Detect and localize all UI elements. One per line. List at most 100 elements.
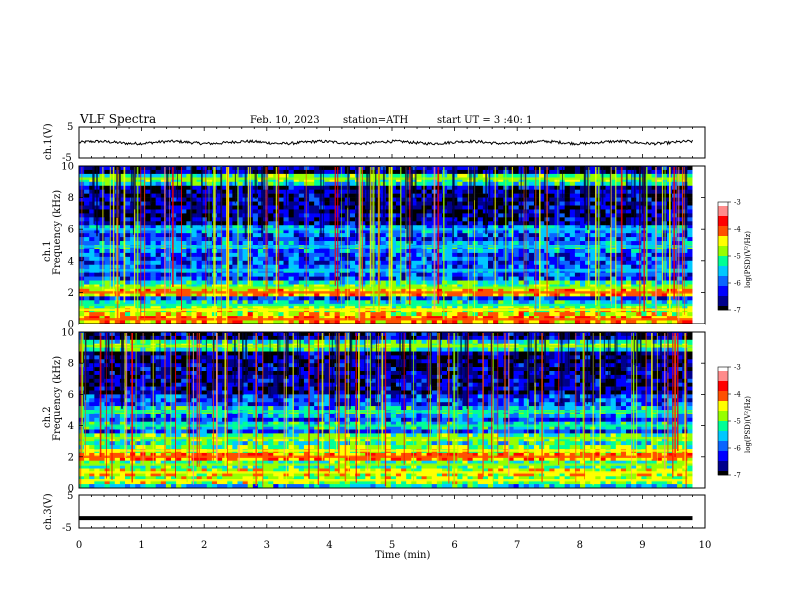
spectrogram-cell (411, 185, 417, 190)
spectrogram-cell (298, 217, 305, 222)
spectrogram-cell (436, 233, 443, 238)
spectrogram-cell (564, 264, 571, 269)
spectrogram-cell (467, 213, 473, 218)
spectrogram-cell (656, 213, 663, 218)
spectrogram-cell (385, 185, 392, 190)
spectrogram-cell (580, 201, 586, 206)
spectrogram-cell (385, 241, 392, 246)
spectrogram-cell (155, 173, 162, 179)
spectrogram-cell (477, 221, 484, 226)
spectrogram-cell (355, 304, 361, 309)
spectrogram-cell (580, 292, 586, 297)
spectrogram-cell (626, 280, 632, 285)
spectrogram-cell (508, 252, 514, 258)
spectrogram-cell (457, 177, 463, 183)
spectrogram-cell (457, 276, 463, 281)
spectrogram-cell (329, 248, 335, 254)
spectrogram-cell (150, 280, 156, 285)
spectrogram-cell (89, 173, 95, 179)
spectrogram-cell (145, 296, 151, 301)
spectrogram-cell (549, 205, 555, 210)
spectrogram-cell (590, 166, 596, 171)
spectrogram-cell (615, 296, 622, 301)
spectrogram-cell (631, 256, 637, 262)
spectrogram-cell (130, 272, 136, 277)
spectrogram-cell (661, 205, 668, 210)
spectrogram-cell (314, 225, 320, 230)
spectrogram-cell (436, 221, 443, 226)
spectrogram-cell (646, 189, 652, 194)
spectrogram-cell (303, 256, 310, 262)
spectrogram-cell (227, 272, 233, 277)
spectrogram-cell (574, 320, 581, 325)
spectrogram-cell (574, 197, 581, 202)
spectrogram-cell (620, 237, 627, 242)
spectrogram-cell (268, 209, 274, 214)
spectrogram-cell (314, 169, 320, 175)
spectrogram-cell (411, 296, 417, 301)
spectrogram-cell (441, 225, 448, 230)
spectrogram-cell (559, 260, 565, 266)
spectrogram-cell (406, 280, 412, 285)
spectrogram-cell (145, 248, 151, 254)
spectrogram-cell (196, 185, 202, 190)
spectrogram-cell (339, 276, 346, 281)
spectrogram-cell (498, 304, 504, 309)
spectrogram-cell (646, 229, 652, 234)
spectrogram-cell (615, 181, 622, 187)
spectrogram-cell (585, 300, 591, 305)
spectrogram-cell (482, 288, 489, 293)
spectrogram-cell (416, 260, 422, 266)
spectrogram-cell (441, 177, 448, 183)
spectrogram-cell (498, 209, 504, 214)
spectrogram-cell (130, 217, 136, 222)
spectrogram-cell (140, 233, 146, 238)
spectrogram-cell (615, 173, 622, 179)
spectrogram-cell (303, 166, 310, 171)
spectrogram-cell (682, 241, 688, 246)
spectrogram-cell (508, 185, 514, 190)
spectrogram-cell (176, 272, 182, 277)
spectrogram-cell (319, 189, 325, 194)
spectrogram-cell (426, 166, 433, 171)
spectrogram-cell (181, 193, 187, 198)
spectrogram-cell (288, 288, 295, 293)
spectrogram-cell (109, 189, 116, 194)
spectrogram-cell (503, 292, 509, 297)
spectrogram-cell (626, 181, 632, 187)
spectrogram-cell (237, 237, 243, 242)
spectrogram-cell (99, 229, 105, 234)
spectrogram-cell (109, 320, 116, 325)
spectrogram-cell (554, 260, 560, 266)
spectrogram-cell (462, 213, 468, 218)
spectrogram-cell (539, 276, 545, 281)
spectrogram-cell (549, 197, 555, 202)
spectrogram-cell (559, 209, 565, 214)
spectrogram-cell (477, 205, 484, 210)
spectrogram-cell (99, 237, 105, 242)
spectrogram-cell (257, 181, 264, 187)
spectrogram-cell (293, 201, 300, 206)
spectrogram-cell (99, 248, 105, 254)
spectrogram-cell (677, 272, 683, 277)
spectrogram-cell (482, 292, 489, 297)
spectrogram-cell (288, 197, 295, 202)
spectrogram-cell (314, 292, 320, 297)
spectrogram-cell (309, 209, 315, 214)
spectrogram-cell (324, 209, 330, 214)
spectrogram-cell (508, 296, 514, 301)
spectrogram-cell (268, 225, 274, 230)
spectrogram-cell (191, 217, 197, 222)
spectrogram-cell (569, 288, 576, 293)
spectrogram-cell (549, 312, 555, 317)
spectrogram-cell (656, 197, 663, 202)
spectrogram-cell (498, 233, 504, 238)
spectrogram-cell (498, 280, 504, 285)
spectrogram-cell (119, 213, 126, 218)
spectrogram-cell (303, 304, 310, 309)
spectrogram-cell (554, 292, 560, 297)
spectrogram-cell (436, 225, 443, 230)
spectrogram-cell (411, 217, 417, 222)
spectrogram-cell (574, 177, 581, 183)
spectrogram-cell (651, 260, 657, 266)
